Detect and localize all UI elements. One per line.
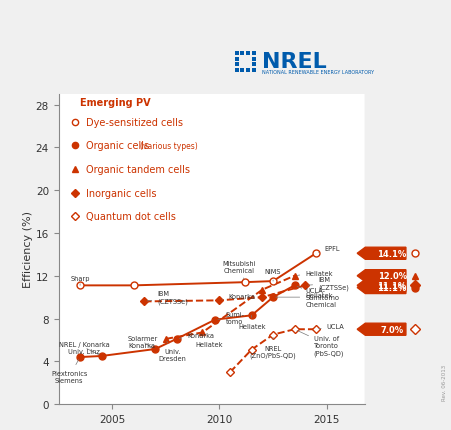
Text: UCLA: UCLA: [319, 323, 345, 329]
Text: 11.1%: 11.1%: [377, 283, 407, 292]
Text: Inorganic cells: Inorganic cells: [86, 188, 157, 198]
Text: EPFL: EPFL: [318, 246, 340, 253]
Text: Mitsubishi
Chemical: Mitsubishi Chemical: [222, 260, 256, 280]
Text: Heliatek: Heliatek: [297, 287, 333, 298]
Text: Sumi-
tomo: Sumi- tomo: [218, 311, 245, 324]
Text: Rev. 06-2013: Rev. 06-2013: [442, 364, 447, 400]
Text: 7.0%: 7.0%: [381, 325, 404, 334]
Text: Plextronics
Siemens: Plextronics Siemens: [51, 359, 87, 383]
Y-axis label: Efficiency (%): Efficiency (%): [23, 211, 33, 288]
Text: 12.0%: 12.0%: [377, 272, 407, 281]
Text: Heliatek: Heliatek: [297, 270, 333, 276]
Text: Solarmer
Konarka: Solarmer Konarka: [127, 335, 157, 348]
Text: UCLA-
Sumitomo
Chemical: UCLA- Sumitomo Chemical: [276, 288, 339, 307]
Text: IBM
(CZTSSe): IBM (CZTSSe): [308, 277, 349, 290]
Text: Heliatek: Heliatek: [195, 335, 222, 347]
Text: NREL
(ZnO/PbS-QD): NREL (ZnO/PbS-QD): [250, 338, 296, 359]
Text: NREL / Konarka
Univ. Linz: NREL / Konarka Univ. Linz: [59, 341, 110, 355]
Text: Dye-sensitized cells: Dye-sensitized cells: [86, 117, 183, 127]
Text: Heliatek: Heliatek: [238, 316, 265, 329]
Text: Konarka: Konarka: [222, 293, 255, 300]
Text: Univ. of
Toronto
(PbS-QD): Univ. of Toronto (PbS-QD): [297, 331, 345, 356]
Text: 11.1%: 11.1%: [377, 281, 407, 290]
Text: (various types): (various types): [140, 141, 198, 150]
Text: Organic cells: Organic cells: [86, 141, 152, 151]
Text: 14.1%: 14.1%: [377, 249, 407, 258]
Text: Emerging PV: Emerging PV: [80, 98, 151, 108]
Text: IBM
(CZTSSe): IBM (CZTSSe): [147, 291, 188, 304]
Text: Univ.
Dresden: Univ. Dresden: [158, 342, 186, 362]
Text: Organic tandem cells: Organic tandem cells: [86, 165, 190, 175]
Text: Konarka: Konarka: [179, 332, 214, 338]
Text: Quantum dot cells: Quantum dot cells: [86, 212, 176, 221]
Text: NATIONAL RENEWABLE ENERGY LABORATORY: NATIONAL RENEWABLE ENERGY LABORATORY: [262, 70, 375, 75]
Text: Sharp: Sharp: [70, 275, 90, 286]
Text: NIMS: NIMS: [265, 269, 281, 281]
Text: NREL: NREL: [262, 52, 327, 72]
